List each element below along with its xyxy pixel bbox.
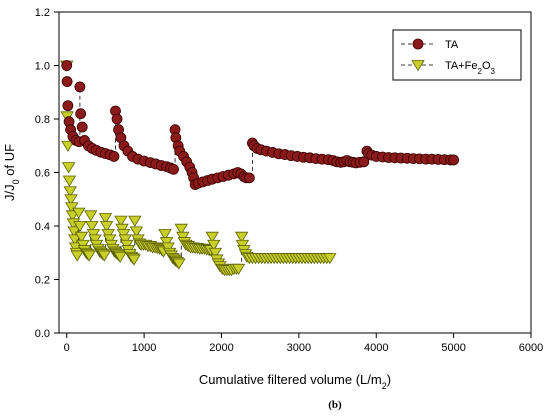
data-point xyxy=(85,221,99,233)
y-axis-label: J/J0 of UF xyxy=(2,144,21,201)
data-point xyxy=(97,250,111,262)
x-tick-label: 0 xyxy=(64,342,70,354)
data-point xyxy=(88,234,102,246)
y-tick-label: 0.2 xyxy=(35,275,50,287)
data-point xyxy=(243,172,255,184)
data-point xyxy=(75,108,87,120)
data-point xyxy=(448,154,460,166)
data-point xyxy=(99,221,114,233)
data-point xyxy=(61,140,75,152)
x-tick-label: 2000 xyxy=(209,342,233,354)
data-point xyxy=(72,207,86,219)
data-point xyxy=(84,210,98,222)
y-tick-label: 1.0 xyxy=(35,61,50,73)
data-point xyxy=(76,121,88,133)
data-point xyxy=(129,226,144,238)
x-tick-label: 3000 xyxy=(287,342,311,354)
data-point xyxy=(74,231,89,243)
data-point xyxy=(168,163,179,175)
data-point xyxy=(63,186,77,198)
figure-caption: (b) xyxy=(328,399,342,411)
data-point xyxy=(113,251,127,263)
data-point xyxy=(70,250,84,262)
x-tick-label: 6000 xyxy=(519,342,543,354)
data-point xyxy=(108,151,120,162)
data-point xyxy=(158,229,172,241)
data-point xyxy=(174,223,188,235)
data-point xyxy=(207,239,221,251)
data-point xyxy=(234,231,249,243)
data-point xyxy=(62,100,74,112)
series-layer xyxy=(60,60,460,277)
data-point xyxy=(68,234,82,246)
data-point xyxy=(61,76,73,87)
data-point xyxy=(127,254,141,266)
legend-label: TA+Fe2O3 xyxy=(445,60,496,76)
data-point xyxy=(61,162,76,174)
data-point xyxy=(208,247,223,259)
x-tick-label: 4000 xyxy=(364,342,388,354)
data-point xyxy=(62,175,77,187)
data-point xyxy=(118,234,132,246)
data-point xyxy=(205,231,219,243)
data-point xyxy=(172,258,186,270)
axes-layer: 0 1000 2000 3000 4000 5000 6000 0.0 0.2 0.4 0.6 0.8… xyxy=(35,7,544,354)
x-tick-label: 5000 xyxy=(441,342,465,354)
data-point xyxy=(102,234,117,246)
legend-marker xyxy=(412,38,424,50)
data-point xyxy=(128,215,142,227)
data-point xyxy=(358,156,370,168)
data-point xyxy=(323,253,337,265)
legend-marker xyxy=(411,60,425,72)
legend: TA TA+Fe2O3 xyxy=(392,29,522,81)
data-point xyxy=(114,215,128,227)
y-tick-label: 0.6 xyxy=(35,168,50,180)
y-tick-label: 0.8 xyxy=(35,114,50,126)
data-point xyxy=(98,213,113,225)
legend-label: TA xyxy=(445,39,459,51)
data-point xyxy=(64,194,78,206)
data-point xyxy=(231,263,246,275)
x-tick-label: 1000 xyxy=(132,342,156,354)
data-point xyxy=(61,60,73,71)
data-point xyxy=(82,250,96,262)
series-ta xyxy=(61,60,460,190)
y-tick-label: 0.0 xyxy=(35,328,50,340)
y-tick-label: 0.4 xyxy=(35,221,50,233)
data-point xyxy=(74,81,86,93)
data-point xyxy=(73,221,87,233)
y-tick-label: 1.2 xyxy=(35,7,50,19)
x-axis-label: Cumulative filtered volume (L/m2) xyxy=(199,372,391,391)
series-ta-fe2o3 xyxy=(60,60,337,277)
legend-box xyxy=(392,29,522,81)
data-point xyxy=(176,231,190,243)
data-point xyxy=(111,113,123,125)
